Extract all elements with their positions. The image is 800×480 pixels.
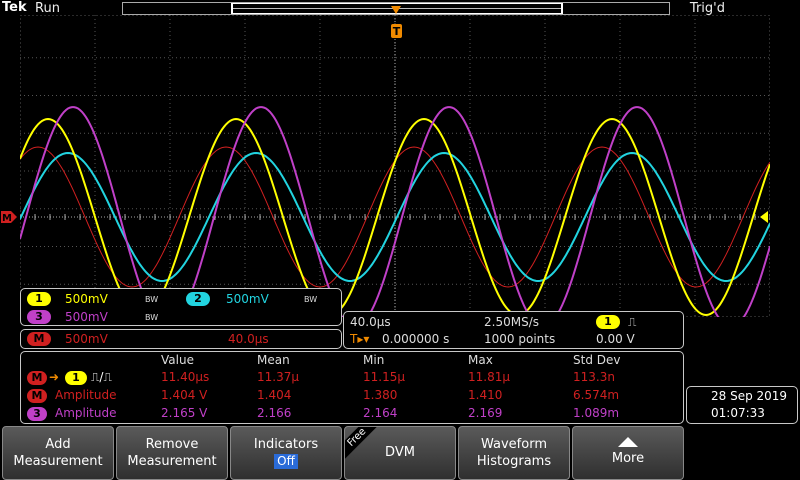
svg-text:M: M xyxy=(2,213,12,224)
dvm-label: DVM xyxy=(385,445,415,460)
ch2-waveform xyxy=(20,151,770,283)
col-header-mean: Mean xyxy=(257,353,290,367)
measurement-results-table[interactable]: Value Mean Min Max Std Dev M ➜ 1 ⎍/⎍ 11.… xyxy=(20,351,684,424)
math-badge[interactable]: M xyxy=(27,332,51,346)
row-std-dev: 1.089m xyxy=(573,406,620,420)
remove-label-1: Remove xyxy=(145,437,199,452)
row-source-badge: M xyxy=(27,371,47,385)
add-measurement-button[interactable]: Add Measurement xyxy=(2,426,114,480)
indicators-label: Indicators xyxy=(253,437,319,452)
row-max: 1.410 xyxy=(468,388,503,402)
waveform-label-2: Histograms xyxy=(476,454,552,469)
row-mean: 2.166 xyxy=(257,406,292,420)
horizontal-scale[interactable]: 40.0µs xyxy=(350,315,391,329)
graticule xyxy=(20,15,770,317)
indicators-state: Off xyxy=(274,454,298,469)
ch1-badge[interactable]: 1 xyxy=(27,292,51,306)
horizontal-position[interactable]: 0.000000 s xyxy=(382,332,450,346)
row-source-badge: 3 xyxy=(27,407,47,421)
date-display: 28 Sep 2019 xyxy=(711,389,788,403)
math-scale[interactable]: 500mV xyxy=(65,332,108,346)
sample-rate: 2.50MS/s xyxy=(484,315,539,329)
trigger-level-marker[interactable] xyxy=(760,211,770,223)
ch2-badge[interactable]: 2 xyxy=(186,292,210,306)
col-header-value: Value xyxy=(161,353,194,367)
datetime-panel[interactable]: 28 Sep 2019 01:07:33 xyxy=(686,386,798,424)
ch1-scale[interactable]: 500mV xyxy=(65,292,108,306)
row-name: Amplitude xyxy=(55,406,117,420)
waveform-label-1: Waveform xyxy=(481,437,547,452)
trigger-t-icon xyxy=(391,24,402,38)
more-button[interactable]: More xyxy=(572,426,684,480)
trigger-arrow-icon xyxy=(391,6,401,14)
trigger-source-badge[interactable]: 1 xyxy=(596,315,620,329)
add-label-2: Measurement xyxy=(13,454,103,469)
row-std-dev: 6.574m xyxy=(573,388,620,402)
row-value: 11.40µs xyxy=(161,370,210,384)
col-header-min: Min xyxy=(363,353,385,367)
waveform-display[interactable] xyxy=(20,15,770,317)
ch2-bw-icon: BW xyxy=(304,295,318,304)
row-value: 1.404 V xyxy=(161,388,208,402)
row-min: 11.15µ xyxy=(363,370,405,384)
trigger-level[interactable]: 0.00 V xyxy=(596,332,635,346)
waveform-histograms-button[interactable]: Waveform Histograms xyxy=(458,426,570,480)
math-timescale[interactable]: 40.0µs xyxy=(228,332,269,346)
remove-measurement-button[interactable]: Remove Measurement xyxy=(116,426,228,480)
arrow-icon: ➜ xyxy=(49,370,60,384)
acquisition-status: Run xyxy=(35,1,60,16)
row-std-dev: 113.3n xyxy=(573,370,615,384)
record-length: 1000 points xyxy=(484,332,556,346)
tek-logo: Tek xyxy=(2,0,27,15)
remove-label-2: Measurement xyxy=(127,454,217,469)
row-source-badge: M xyxy=(27,389,47,403)
trigger-position-icon: T▸▾ xyxy=(350,332,370,346)
row-min: 2.164 xyxy=(363,406,398,420)
trigger-level-icon xyxy=(760,211,768,223)
row-name: ⎍/⎍ xyxy=(91,370,112,384)
row-mean: 1.404 xyxy=(257,388,292,402)
ch3-scale[interactable]: 500mV xyxy=(65,310,108,324)
trigger-position-marker[interactable]: T xyxy=(388,2,404,40)
more-label: More xyxy=(611,451,645,466)
col-header-std-dev: Std Dev xyxy=(573,353,621,367)
add-label-1: Add xyxy=(45,437,71,452)
col-header-max: Max xyxy=(468,353,493,367)
chevron-up-icon xyxy=(618,437,638,447)
row-source2-badge: 1 xyxy=(65,371,87,385)
ch3-badge[interactable]: 3 xyxy=(27,310,51,324)
row-max: 2.169 xyxy=(468,406,503,420)
row-value: 2.165 V xyxy=(161,406,208,420)
row-max: 11.81µ xyxy=(468,370,510,384)
trigger-slope-icon[interactable]: ⎍ xyxy=(628,315,637,329)
math-settings-panel[interactable]: M 500mV 40.0µs xyxy=(20,329,342,349)
indicators-button[interactable]: Indicators Off xyxy=(230,426,342,480)
record-view-bar[interactable] xyxy=(122,2,670,15)
ch3-bw-icon: BW xyxy=(145,313,159,322)
time-display: 01:07:33 xyxy=(711,406,765,420)
row-mean: 11.37µ xyxy=(257,370,299,384)
ch1-bw-icon: BW xyxy=(145,295,159,304)
svg-text:T: T xyxy=(393,25,401,38)
trigger-status: Trig'd xyxy=(689,1,725,16)
math-ground-marker[interactable]: M xyxy=(0,210,18,224)
row-name: Amplitude xyxy=(55,388,117,402)
ch2-scale[interactable]: 500mV xyxy=(226,292,269,306)
record-view-window[interactable] xyxy=(231,3,563,14)
row-min: 1.380 xyxy=(363,388,398,402)
timebase-panel[interactable]: 40.0µs 2.50MS/s 1 ⎍ T▸▾ 0.000000 s 1000 … xyxy=(343,311,684,349)
channel-settings-panel[interactable]: 1 500mV BW 2 500mV BW 3 500mV BW xyxy=(20,288,342,326)
dvm-button[interactable]: Free DVM xyxy=(344,426,456,480)
